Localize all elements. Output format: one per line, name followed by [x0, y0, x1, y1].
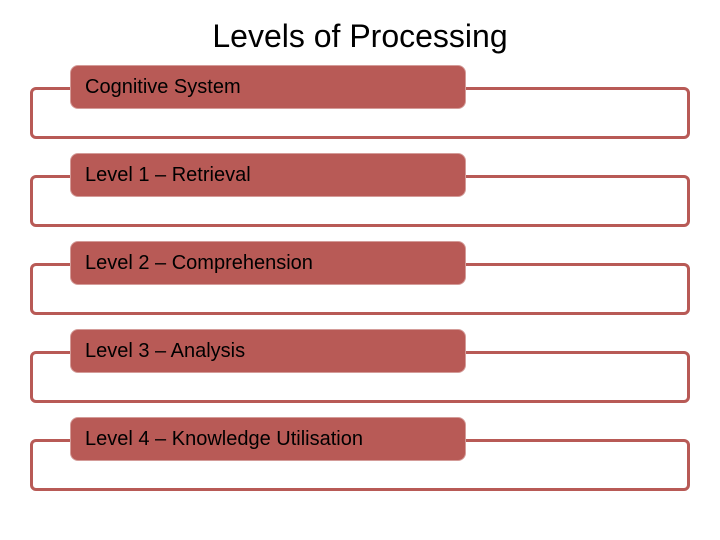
- level-inner-box: Level 3 – Analysis: [70, 329, 466, 373]
- page-title: Levels of Processing: [0, 0, 720, 65]
- level-inner-box: Level 1 – Retrieval: [70, 153, 466, 197]
- level-row: Cognitive System: [30, 65, 690, 133]
- level-inner-box: Level 4 – Knowledge Utilisation: [70, 417, 466, 461]
- level-label: Level 2 – Comprehension: [85, 252, 313, 275]
- level-label: Level 4 – Knowledge Utilisation: [85, 428, 363, 451]
- level-row: Level 1 – Retrieval: [30, 153, 690, 221]
- level-label: Level 1 – Retrieval: [85, 164, 251, 187]
- levels-container: Cognitive System Level 1 – Retrieval Lev…: [0, 65, 720, 485]
- level-label: Cognitive System: [85, 76, 241, 99]
- level-row: Level 3 – Analysis: [30, 329, 690, 397]
- level-label: Level 3 – Analysis: [85, 340, 245, 363]
- level-row: Level 4 – Knowledge Utilisation: [30, 417, 690, 485]
- level-inner-box: Level 2 – Comprehension: [70, 241, 466, 285]
- level-row: Level 2 – Comprehension: [30, 241, 690, 309]
- level-inner-box: Cognitive System: [70, 65, 466, 109]
